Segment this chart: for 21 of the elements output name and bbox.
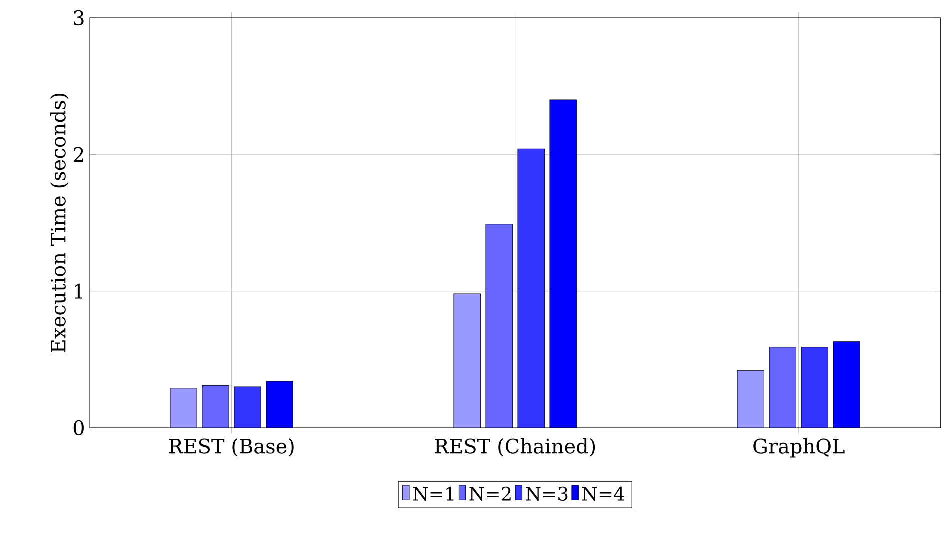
y-tick-label: 2 xyxy=(74,147,84,162)
bar xyxy=(486,224,513,428)
bar xyxy=(550,100,577,428)
y-tick-label: 1 xyxy=(75,284,82,299)
legend-label: N=2 xyxy=(470,486,511,502)
bar xyxy=(266,381,294,428)
y-tick-label: 3 xyxy=(74,10,84,26)
bar xyxy=(518,148,545,428)
bar xyxy=(833,342,860,428)
legend-label: N=1 xyxy=(413,486,454,502)
x-tick-label: REST (Chained) xyxy=(435,438,596,457)
bar xyxy=(769,347,796,428)
y-tick-label: 0 xyxy=(74,420,84,436)
legend-label: N=4 xyxy=(582,486,624,502)
y-axis-title: Execution Time (seconds) xyxy=(50,94,69,353)
x-tick-label: REST (Base) xyxy=(169,438,294,457)
x-tick-label: GraphQL xyxy=(754,438,845,458)
legend-label: N=3 xyxy=(526,486,568,502)
bar xyxy=(801,347,828,428)
bar xyxy=(234,386,262,428)
bar xyxy=(202,385,230,428)
